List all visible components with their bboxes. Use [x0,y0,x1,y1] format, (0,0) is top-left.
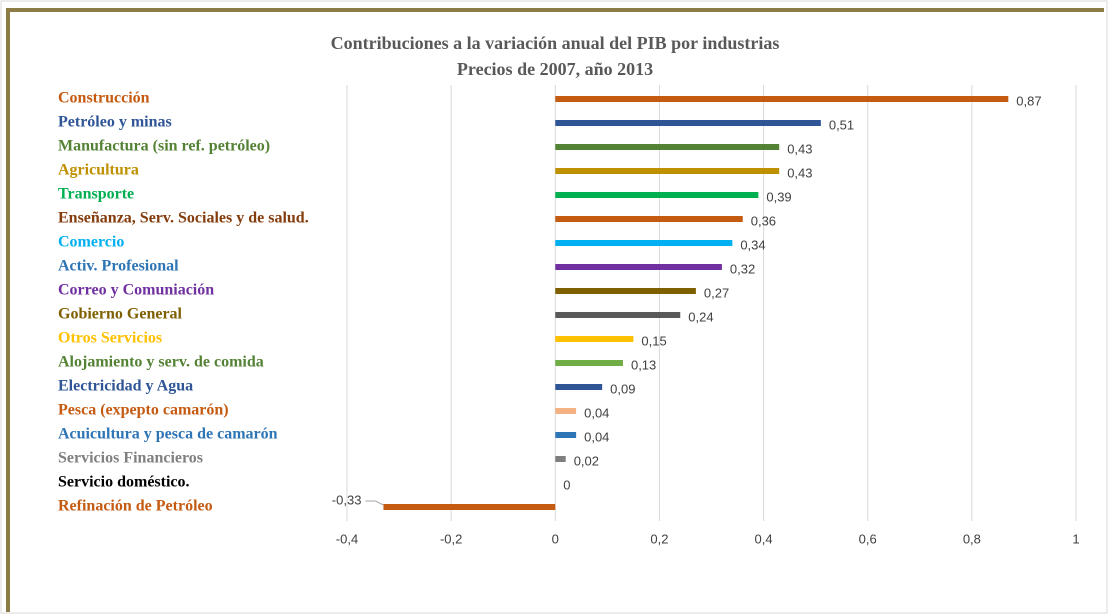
value-label: 0,04 [584,429,609,444]
category-label: Electricidad y Agua [58,378,193,395]
x-tick-label: 0,8 [963,531,981,546]
bar [555,312,681,318]
value-label: 0,02 [574,453,599,468]
bar [555,288,696,294]
bar [555,384,603,390]
value-label: 0,87 [1016,93,1041,108]
category-label: Agricultura [58,162,139,179]
bar [555,192,759,198]
category-label: Comercio [58,234,124,251]
bar [555,240,733,246]
value-label: 0,34 [740,237,765,252]
bar [555,264,722,270]
category-label: Transporte [58,186,134,203]
x-tick-label: 0,4 [755,531,773,546]
value-label: 0,13 [631,357,656,372]
category-label: Construcción [58,90,150,107]
category-label: Petróleo y minas [58,114,172,131]
chart-subtitle: Precios de 2007, año 2013 [457,59,653,79]
category-label: Manufactura (sin ref. petróleo) [58,138,270,155]
chart-title: Contribuciones a la variación anual del … [331,33,780,53]
category-label: Servicios Financieros [58,450,203,467]
value-label: -0,33 [332,492,362,507]
bar [555,120,821,126]
bar [555,360,623,366]
x-tick-label: 0,6 [859,531,877,546]
category-label: Acuicultura y pesca de camarón [58,426,278,443]
leader-line [365,500,384,506]
x-tick-label: -0,4 [336,531,358,546]
x-tick-label: 0 [552,531,559,546]
category-label: Correo y Comuniación [58,282,214,299]
category-label: Activ. Profesional [58,258,179,275]
value-label: 0,43 [787,165,812,180]
bar [555,144,780,150]
value-label: 0,27 [704,285,729,300]
bar [555,96,1009,102]
frame-accent [6,8,1104,612]
x-tick-label: 0,2 [650,531,668,546]
value-label: 0,24 [688,309,713,324]
bar [555,168,780,174]
x-tick-label: 1 [1072,531,1079,546]
bar [383,504,556,510]
category-label: Alojamiento y serv. de comida [58,354,264,371]
value-label: 0,15 [641,333,666,348]
category-label: Enseñanza, Serv. Sociales y de salud. [58,210,309,227]
value-label: 0,36 [751,213,776,228]
category-label: Refinación de Petróleo [58,498,213,515]
value-label: 0,51 [829,117,854,132]
bar [555,456,566,462]
category-label: Gobierno General [58,306,183,323]
bar [555,408,577,414]
value-label: 0 [563,477,570,492]
bar [555,336,634,342]
value-label: 0,09 [610,381,635,396]
value-label: 0,32 [730,261,755,276]
category-label: Servicio doméstico. [58,474,190,491]
value-label: 0,39 [766,189,791,204]
value-label: 0,43 [787,141,812,156]
bar [555,432,577,438]
category-label: Otros Servicios [58,330,162,347]
category-label: Pesca (expepto camarón) [58,402,229,419]
x-tick-label: -0,2 [440,531,462,546]
bar [555,216,743,222]
value-label: 0,04 [584,405,609,420]
